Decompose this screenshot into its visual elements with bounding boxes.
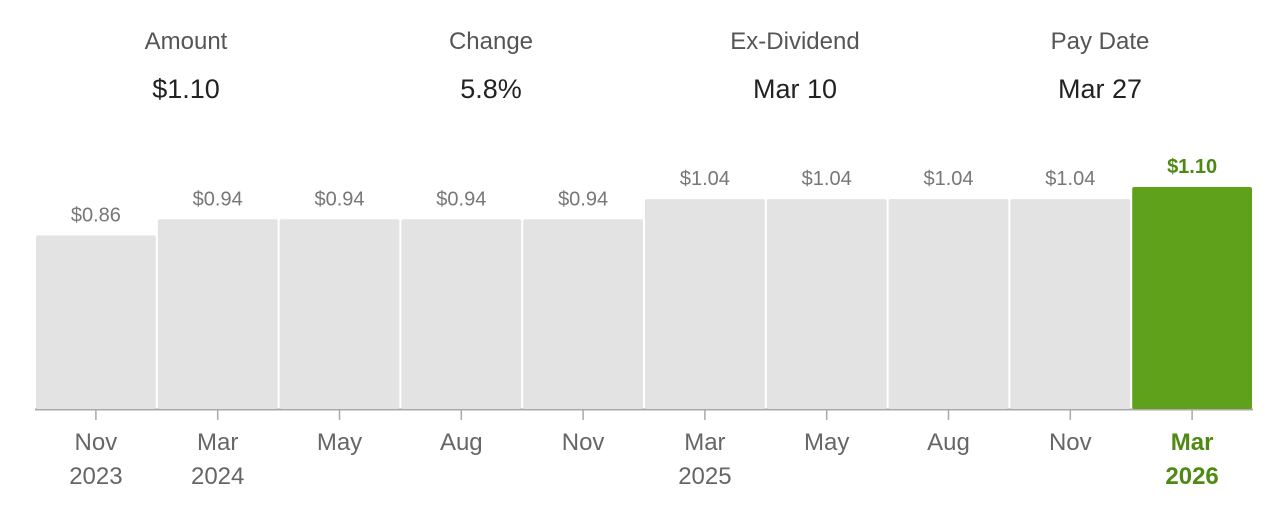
- x-tick-label: Mar 2026: [1165, 429, 1219, 490]
- stat-value: $1.10: [152, 74, 220, 104]
- x-tick-label: Nov: [1048, 429, 1092, 456]
- stat: Pay Date Mar 27: [970, 28, 1230, 105]
- value-label: $0.94: [193, 188, 243, 210]
- x-tick-label: Mar 2025: [678, 429, 732, 490]
- stat-value: 5.8%: [460, 74, 522, 104]
- value-label: $0.94: [436, 188, 486, 210]
- value-label: $1.10: [1167, 156, 1217, 178]
- value-label: $1.04: [802, 168, 852, 190]
- value-label: $1.04: [680, 168, 730, 190]
- value-label: $1.04: [923, 168, 973, 190]
- value-label: $1.04: [1045, 168, 1095, 190]
- bar: [36, 235, 156, 409]
- stat-value: Mar 27: [1057, 74, 1143, 104]
- stat: Change 5.8%: [361, 28, 621, 105]
- bar: [1010, 199, 1131, 409]
- x-tick-label: Nov: [561, 429, 605, 456]
- bar: [645, 199, 765, 409]
- stat: Ex-Dividend Mar 10: [665, 28, 925, 105]
- stat-label: Change: [448, 28, 534, 55]
- x-tick-label: Nov 2023: [69, 429, 123, 490]
- bar: [888, 199, 1009, 409]
- value-label: $0.94: [314, 188, 364, 210]
- x-tick-label: May: [316, 429, 363, 456]
- x-tick-label: Aug: [927, 429, 970, 456]
- stat-label: Pay Date: [1050, 28, 1150, 55]
- stat-value: Mar 10: [752, 74, 838, 104]
- bar: [1132, 187, 1252, 409]
- stat-label: Amount: [144, 28, 228, 55]
- bar: [279, 219, 400, 409]
- bar: [766, 199, 887, 409]
- value-label: $0.86: [71, 204, 121, 226]
- value-label: $0.94: [558, 188, 608, 210]
- x-tick-label: Aug: [439, 429, 483, 456]
- x-tick-label: May: [804, 429, 850, 456]
- x-tick-label: Mar 2024: [190, 429, 245, 490]
- bar: [401, 219, 522, 409]
- bar: [523, 219, 643, 409]
- bar: [157, 219, 278, 409]
- stat: Amount $1.10: [56, 28, 316, 105]
- stat-label: Ex-Dividend: [730, 28, 860, 55]
